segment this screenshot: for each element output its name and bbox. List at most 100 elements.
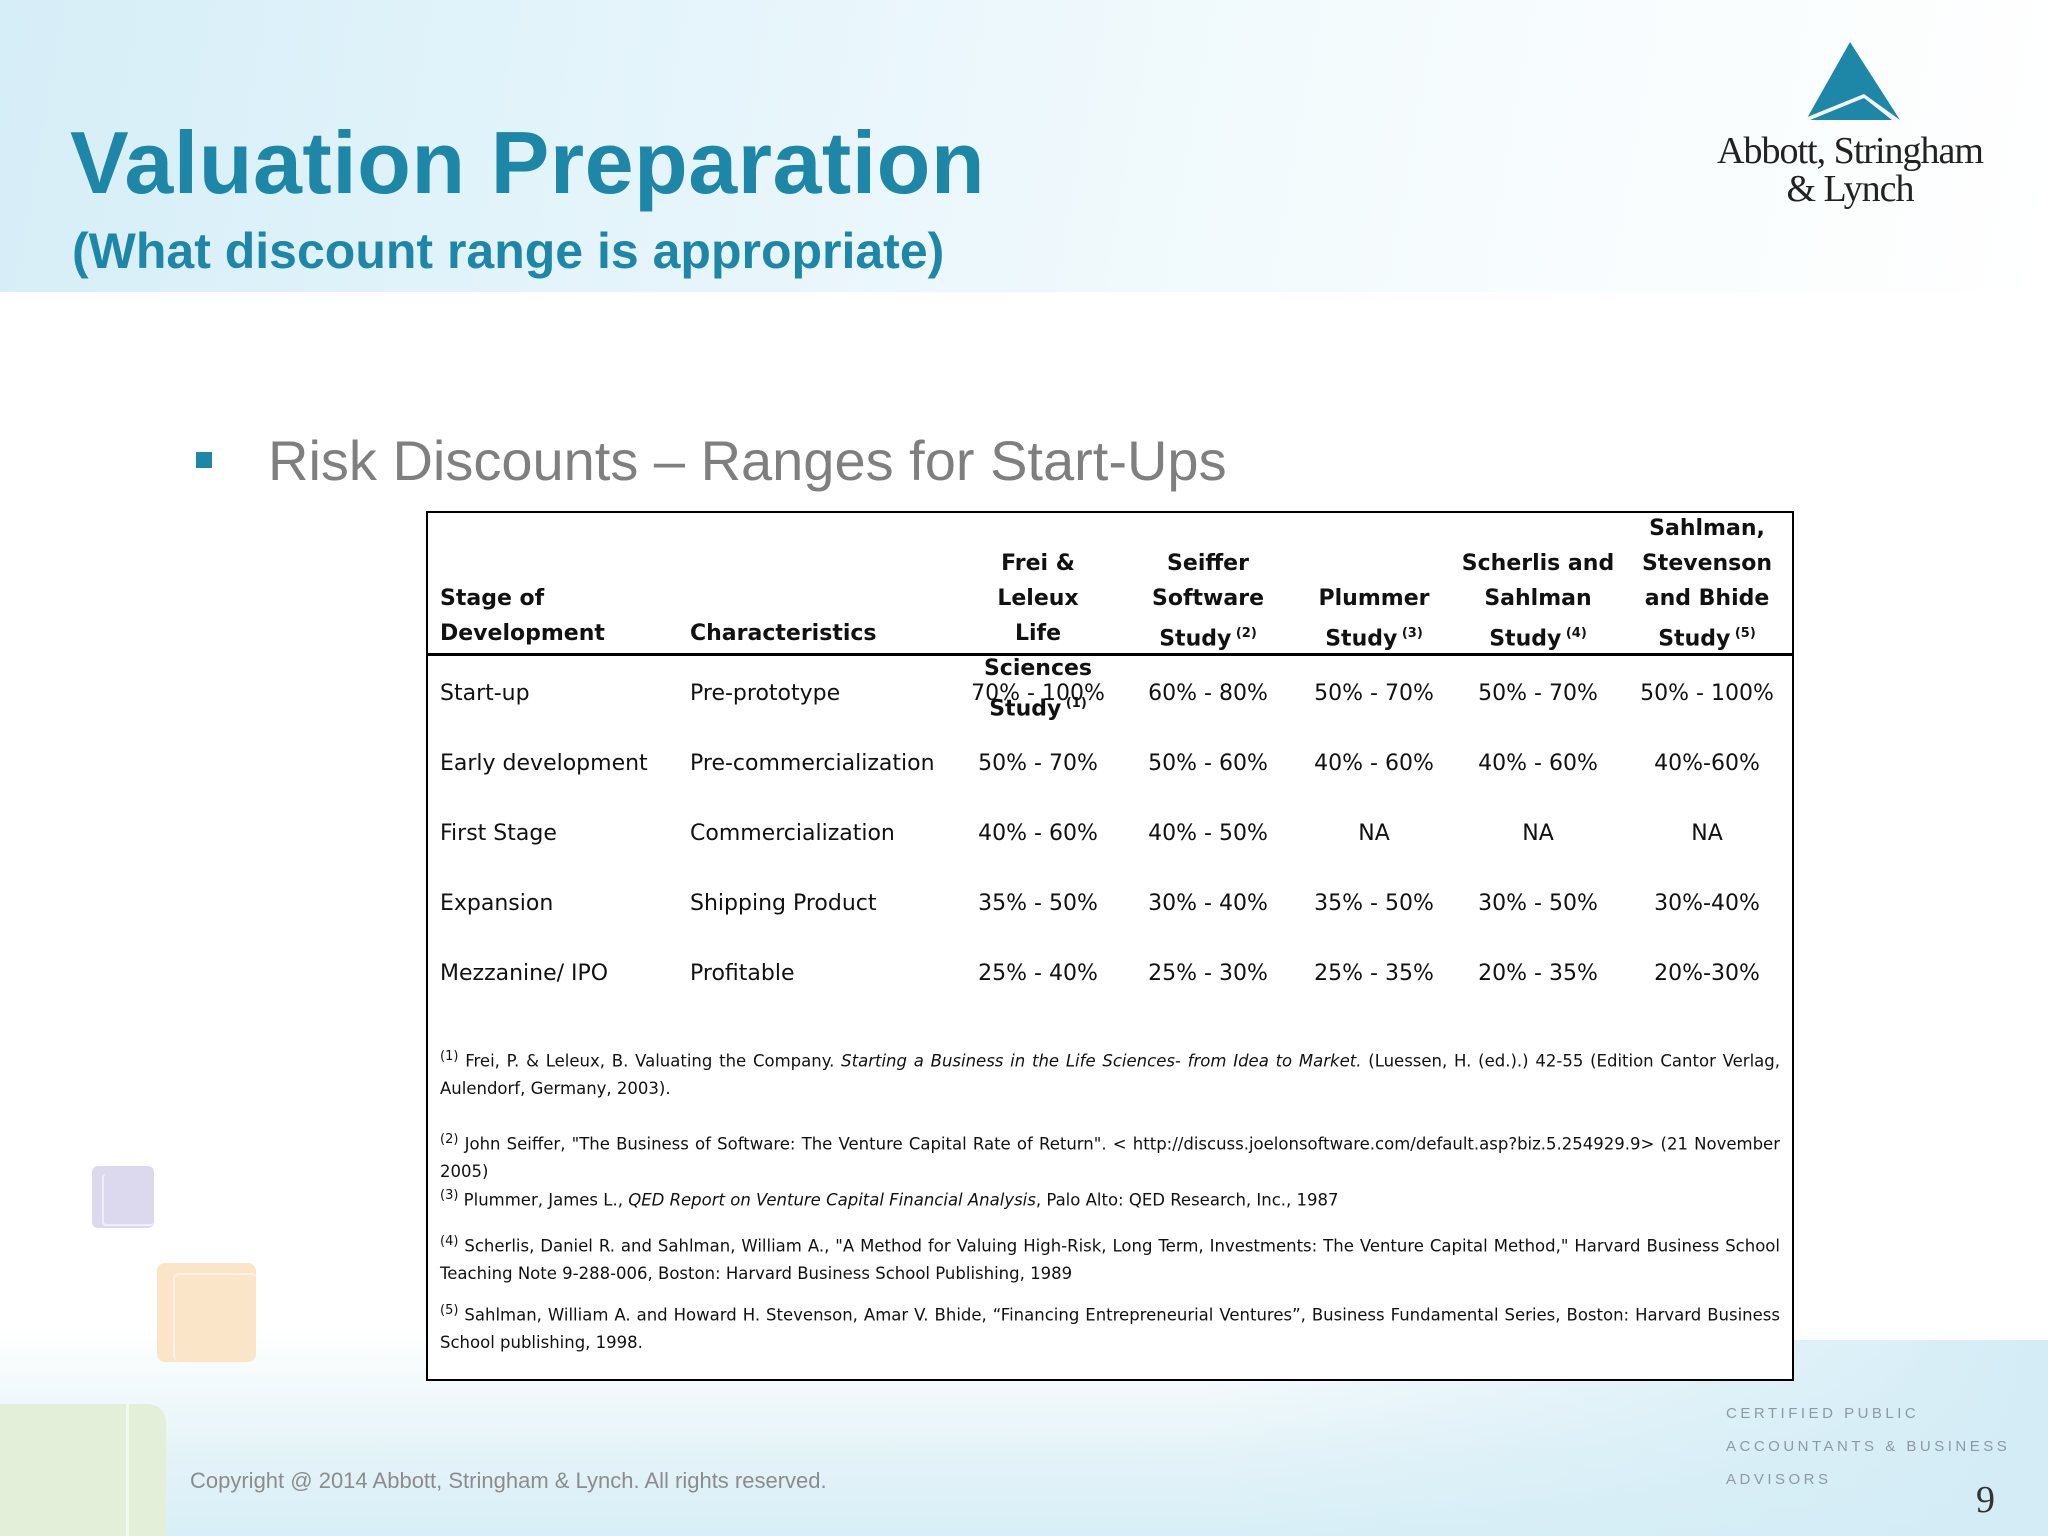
table-cell: 30% - 50%: [1478, 891, 1598, 916]
column-header: Plummer Study (3): [1294, 581, 1454, 656]
table-cell: 70% - 100%: [971, 681, 1105, 706]
tagline-line: ACCOUNTANTS & BUSINESS: [1726, 1438, 2011, 1455]
logo-triangle-icon: [1800, 42, 1900, 120]
column-header-line: Characteristics: [690, 621, 877, 646]
table-cell: 25% - 30%: [1148, 961, 1268, 986]
table-cell: Pre-prototype: [690, 681, 841, 706]
column-header-line: Stage of: [440, 586, 545, 611]
column-header-line: Study (2): [1159, 626, 1257, 652]
firm-tagline: CERTIFIED PUBLIC ACCOUNTANTS & BUSINESS …: [1726, 1397, 2026, 1496]
footnote-ref: (2): [1231, 626, 1257, 641]
table-cell: 50% - 60%: [1148, 751, 1268, 776]
footnote: (1) Frei, P. & Leleux, B. Valuating the …: [440, 1043, 1780, 1102]
table-cell: Pre-commercialization: [690, 751, 935, 776]
footnote-marker: (1): [440, 1049, 459, 1064]
column-header: Characteristics: [690, 616, 950, 651]
page-number: 9: [1976, 1479, 1995, 1521]
table-cell: NA: [1691, 821, 1723, 846]
table-cell: NA: [1358, 821, 1390, 846]
decorative-square-green: [0, 1404, 166, 1536]
copyright-notice: Copyright @ 2014 Abbott, Stringham & Lyn…: [190, 1468, 827, 1493]
bullet-marker: [196, 452, 212, 468]
footnote: (3) Plummer, James L., QED Report on Ven…: [440, 1182, 1780, 1214]
column-header: Sahlman, Stevenson and Bhide Study (5): [1624, 511, 1790, 656]
column-header-line: Life Sciences: [983, 621, 1093, 681]
table-cell: 30% - 40%: [1148, 891, 1268, 916]
tagline-line: CERTIFIED PUBLIC: [1726, 1405, 1920, 1422]
column-header-line: Plummer: [1318, 586, 1430, 611]
table-cell: Shipping Product: [690, 891, 877, 916]
column-header-line: Study (3): [1325, 626, 1423, 652]
logo-line-2: & Lynch: [1786, 168, 1914, 210]
header-divider: [428, 653, 1792, 656]
decorative-line: [126, 1404, 129, 1536]
column-header-line: Software: [1152, 586, 1264, 611]
footnote: (2) John Seiffer, "The Business of Softw…: [440, 1126, 1780, 1185]
footnote-text: (Luessen, H. (ed.).) 42-55 (Edition Cant…: [440, 1051, 1780, 1098]
table-cell: 25% - 35%: [1314, 961, 1434, 986]
column-header-line: Sahlman: [1484, 586, 1592, 611]
footnote-italic-text: Starting a Business in the Life Sciences…: [841, 1051, 1362, 1071]
table-cell: Commercialization: [690, 821, 895, 846]
footnote-text: John Seiffer, "The Business of Software:…: [440, 1134, 1780, 1181]
footnote-text: , Palo Alto: QED Research, Inc., 1987: [1035, 1190, 1339, 1210]
table-cell: 40%-60%: [1654, 751, 1760, 776]
table-cell: Early development: [440, 751, 648, 776]
column-header-line: Development: [440, 621, 605, 646]
footnote-text: Frei, P. & Leleux, B. Valuating the Comp…: [458, 1051, 842, 1071]
table-cell: 40% - 60%: [1478, 751, 1598, 776]
footnote-text: Sahlman, William A. and Howard H. Steven…: [440, 1305, 1780, 1352]
table-cell: Expansion: [440, 891, 554, 916]
tagline-line: ADVISORS: [1726, 1471, 1832, 1488]
footnote: (5) Sahlman, William A. and Howard H. St…: [440, 1297, 1780, 1356]
table-cell: 50% - 100%: [1640, 681, 1774, 706]
footnote-text: Scherlis, Daniel R. and Sahlman, William…: [440, 1236, 1780, 1283]
footnote: (4) Scherlis, Daniel R. and Sahlman, Wil…: [440, 1228, 1780, 1287]
table-cell: Start-up: [440, 681, 530, 706]
table-cell: 50% - 70%: [1478, 681, 1598, 706]
table-cell: 20%-30%: [1654, 961, 1760, 986]
footnote-ref: (3): [1397, 626, 1423, 641]
footnote-ref: (5): [1730, 626, 1756, 641]
table-cell: 50% - 70%: [978, 751, 1098, 776]
risk-discount-table: Stage of Development Characteristics Frei &…: [426, 511, 1794, 1381]
table-cell: Profitable: [690, 961, 795, 986]
column-header-line: Frei & Leleux: [997, 551, 1079, 611]
table-cell: 60% - 80%: [1148, 681, 1268, 706]
table-cell: 30%-40%: [1654, 891, 1760, 916]
table-cell: 50% - 70%: [1314, 681, 1434, 706]
column-header-line: Seiffer: [1167, 551, 1249, 576]
column-header-line: Scherlis and: [1461, 551, 1615, 576]
column-header: Stage of Development: [440, 581, 680, 651]
table-cell: 40% - 50%: [1148, 821, 1268, 846]
footnote-italic-text: QED Report on Venture Capital Financial …: [628, 1190, 1036, 1210]
column-header-line: and Bhide: [1644, 586, 1770, 611]
table-cell: 35% - 50%: [978, 891, 1098, 916]
footnote-ref: (4): [1561, 626, 1587, 641]
footnote-marker: (4): [440, 1234, 459, 1249]
footnote-marker: (3): [440, 1188, 459, 1203]
decorative-square-purple: [92, 1166, 154, 1228]
table-cell: First Stage: [440, 821, 557, 846]
header-background: [0, 0, 2048, 292]
table-cell: 40% - 60%: [1314, 751, 1434, 776]
table-cell: NA: [1522, 821, 1554, 846]
footnote-marker: (2): [440, 1132, 459, 1147]
column-header-line: Study (5): [1658, 626, 1756, 652]
table-cell: 20% - 35%: [1478, 961, 1598, 986]
column-header: Frei & Leleux Life Sciences Study (1): [958, 546, 1118, 726]
footnote-text: Plummer, James L.,: [458, 1190, 629, 1210]
column-header-line: Study (4): [1489, 626, 1587, 652]
column-header: Seiffer Software Study (2): [1128, 546, 1288, 656]
column-header-line: Study (1): [989, 696, 1087, 722]
table-cell: 35% - 50%: [1314, 891, 1434, 916]
slide-title: Valuation Preparation: [70, 113, 986, 212]
decorative-square-peach: [157, 1263, 257, 1362]
column-header-line: Sahlman,: [1649, 516, 1765, 541]
company-logo-text: Abbott, Stringham & Lynch: [1700, 132, 2000, 208]
section-heading: Risk Discounts – Ranges for Start-Ups: [268, 429, 1227, 492]
logo-line-1: Abbott, Stringham: [1717, 130, 1984, 172]
slide-subtitle: (What discount range is appropriate): [72, 223, 945, 279]
footnote-ref: (1): [1061, 696, 1087, 711]
column-header: Scherlis and Sahlman Study (4): [1458, 546, 1618, 656]
